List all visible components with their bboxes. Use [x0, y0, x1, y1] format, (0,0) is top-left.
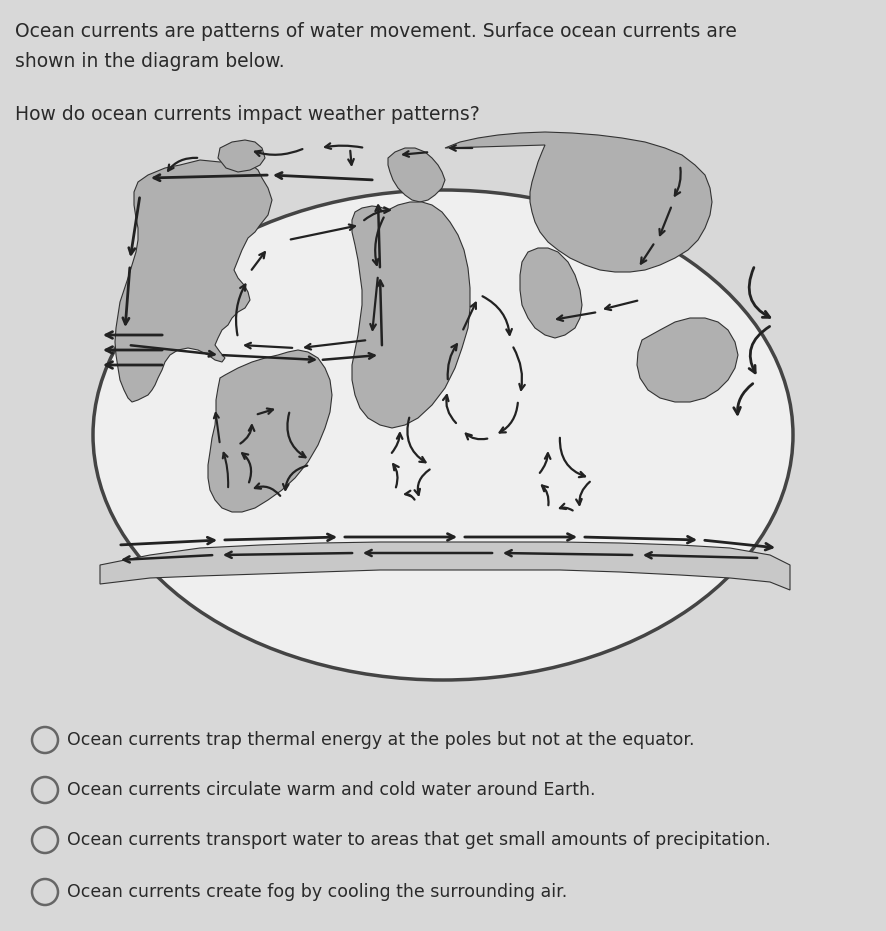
Polygon shape	[100, 542, 789, 590]
Text: How do ocean currents impact weather patterns?: How do ocean currents impact weather pat…	[15, 105, 479, 124]
Polygon shape	[352, 202, 470, 428]
Polygon shape	[387, 148, 445, 202]
Text: Ocean currents create fog by cooling the surrounding air.: Ocean currents create fog by cooling the…	[67, 883, 567, 901]
Polygon shape	[218, 140, 265, 172]
Text: Ocean currents are patterns of water movement. Surface ocean currents are: Ocean currents are patterns of water mov…	[15, 22, 736, 41]
Ellipse shape	[93, 190, 792, 680]
Text: Ocean currents transport water to areas that get small amounts of precipitation.: Ocean currents transport water to areas …	[67, 831, 770, 849]
Text: Ocean currents circulate warm and cold water around Earth.: Ocean currents circulate warm and cold w…	[67, 781, 595, 799]
Polygon shape	[115, 158, 272, 402]
Text: shown in the diagram below.: shown in the diagram below.	[15, 52, 284, 71]
Text: Ocean currents trap thermal energy at the poles but not at the equator.: Ocean currents trap thermal energy at th…	[67, 731, 694, 749]
Polygon shape	[445, 132, 711, 272]
Polygon shape	[207, 350, 331, 512]
Polygon shape	[519, 248, 581, 338]
Polygon shape	[636, 318, 737, 402]
